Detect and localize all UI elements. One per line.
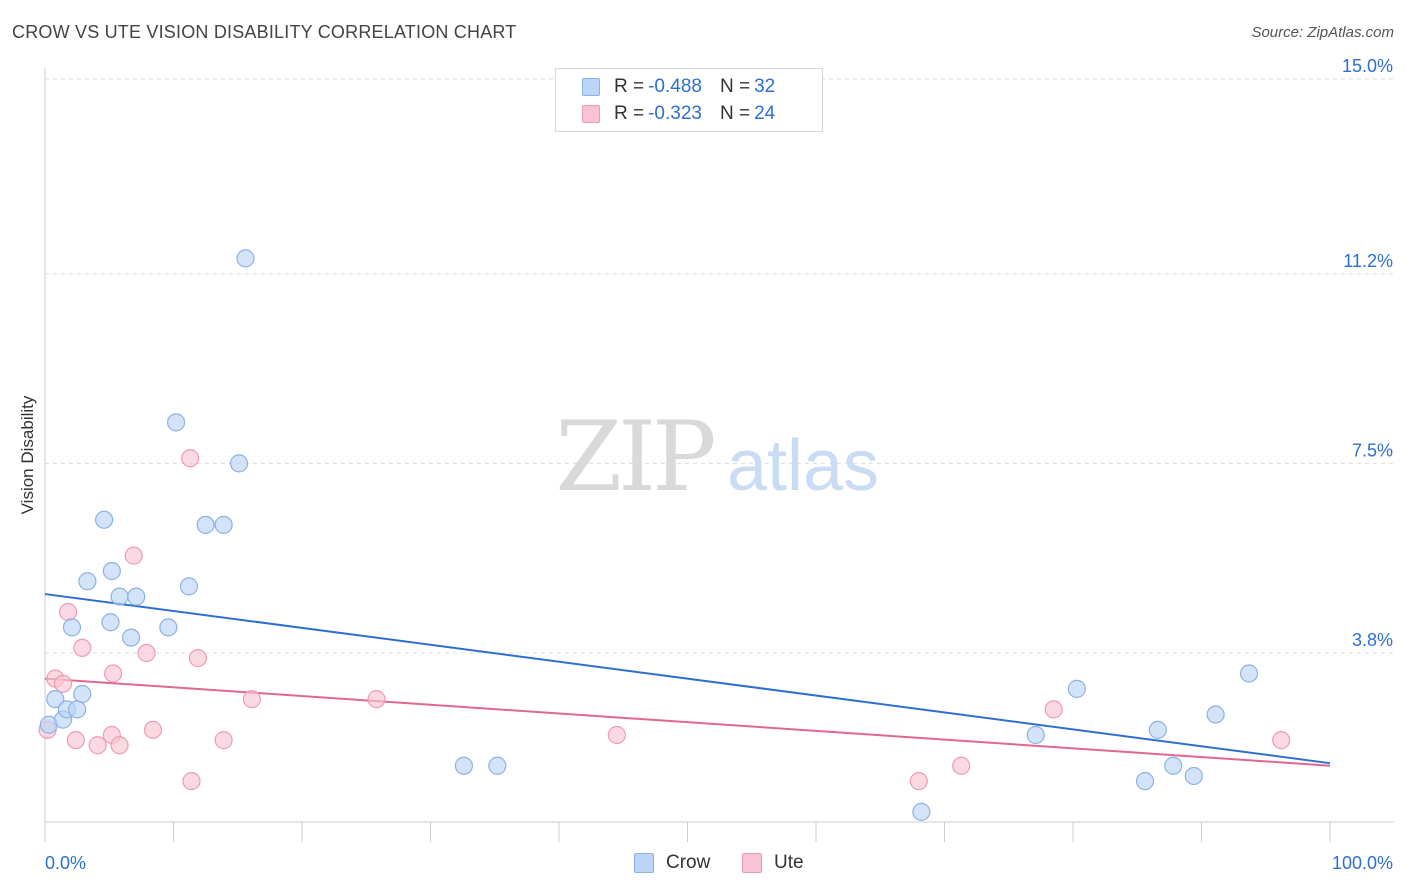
source-label: Source: ZipAtlas.com (1251, 24, 1394, 41)
ute-point (1272, 731, 1291, 750)
ute-point (124, 546, 143, 565)
ute-point (367, 690, 386, 709)
ute-point (214, 731, 233, 750)
crow-point (1067, 679, 1086, 698)
legend-r-value: -0.488 (648, 76, 702, 97)
legend-n-label: N = (719, 103, 751, 124)
crow-point (68, 700, 87, 719)
crow-point (912, 802, 931, 821)
x-tick-label: 0.0% (45, 853, 86, 873)
crow-point (196, 515, 215, 534)
ute-point (66, 731, 85, 750)
legend-r-label: R = (614, 76, 645, 97)
legend: R = -0.488 N = 32 R = -0.323 N = 24 (555, 68, 823, 132)
crow-point (159, 618, 178, 637)
bottom-legend-crow: Crow (634, 852, 710, 874)
crow-point (214, 515, 233, 534)
ute-point (110, 736, 129, 755)
ute-point (952, 756, 971, 775)
axes (44, 68, 1394, 842)
legend-n-label: N = (719, 76, 751, 97)
crow-point (1239, 664, 1259, 683)
crow-point (454, 756, 474, 775)
crow-point (121, 628, 141, 647)
legend-n-value: 32 (754, 76, 776, 97)
y-axis-label: Vision Disability (18, 395, 37, 515)
ute-point (181, 449, 200, 468)
ute-point (242, 690, 261, 709)
y-tick-label: 11.2% (1343, 251, 1393, 271)
crow-point (179, 577, 199, 596)
bottom-legend-ute: Ute (742, 852, 804, 874)
ute-point (1044, 700, 1063, 719)
crow-point (127, 587, 146, 606)
crow-point (166, 413, 186, 432)
crow-point (236, 249, 255, 268)
crow-point (73, 684, 92, 704)
crow-point (1184, 766, 1203, 786)
legend-r-value: -0.323 (648, 103, 702, 124)
watermark-zip: ZIP (555, 401, 714, 513)
ute-point (53, 674, 73, 693)
ute-point (607, 725, 626, 745)
crow-point (101, 613, 120, 632)
trendlines (44, 593, 1331, 767)
ute-point (188, 649, 208, 668)
crow-point (1164, 756, 1183, 775)
crow-point (488, 756, 507, 775)
legend-n-value: 24 (754, 103, 776, 124)
y-tick-label: 15.0% (1342, 56, 1393, 76)
x-tick-label: 100.0% (1332, 853, 1393, 873)
crow-point (110, 587, 129, 606)
crow-point (1148, 720, 1167, 739)
crow-swatch-icon (634, 853, 654, 873)
y-tick-label: 3.8% (1352, 630, 1393, 650)
crow-swatch-icon (582, 78, 600, 96)
chart-title: CROW VS UTE VISION DISABILITY CORRELATIO… (12, 22, 517, 42)
grid-lines (45, 78, 1394, 654)
tick-labels: 3.8% 7.5% 11.2% 15.0% 0.0% 100.0% (45, 56, 1393, 873)
watermark-atlas: atlas (727, 426, 879, 506)
crow-point (102, 561, 121, 581)
data-points (38, 249, 1291, 821)
ute-point (143, 720, 163, 739)
ute-point (104, 664, 123, 683)
ute-swatch-icon (742, 853, 762, 873)
crow-trendline (44, 593, 1331, 765)
crow-point (62, 618, 82, 637)
crow-point (1026, 725, 1045, 745)
ute-trendline (44, 677, 1331, 767)
crow-point (78, 572, 97, 591)
y-tick-label: 7.5% (1352, 440, 1393, 460)
crow-point (1206, 705, 1225, 724)
ute-point (182, 772, 201, 791)
bottom-legend-crow-label: Crow (666, 852, 711, 873)
legend-row-crow: R = -0.488 N = 32 (582, 75, 775, 99)
legend-row-ute: R = -0.323 N = 24 (582, 102, 775, 126)
watermark: ZIP atlas (555, 401, 879, 513)
bottom-legend: Crow Ute (0, 852, 1406, 878)
crow-point (95, 510, 114, 529)
crow-point (46, 690, 65, 709)
ute-point (88, 736, 107, 755)
crow-point (1135, 772, 1155, 791)
crow-point (229, 454, 249, 473)
ute-swatch-icon (582, 105, 600, 123)
ute-point (909, 772, 928, 791)
ute-point (137, 643, 156, 663)
legend-r-label: R = (614, 103, 645, 124)
ute-point (73, 638, 92, 657)
ute-point (59, 602, 78, 622)
bottom-legend-ute-label: Ute (774, 852, 804, 873)
